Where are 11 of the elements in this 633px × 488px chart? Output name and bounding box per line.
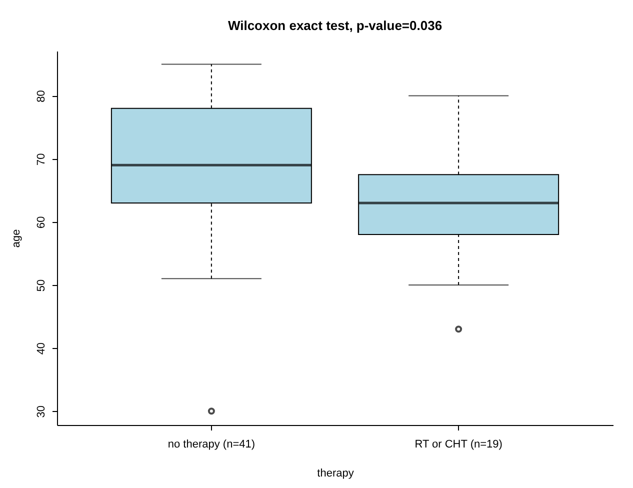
x-axis-title: therapy (317, 468, 354, 480)
y-tick-label: 80 (36, 90, 48, 102)
y-tick-label: 60 (36, 216, 48, 229)
y-tick-label: 70 (36, 153, 48, 166)
chart-title: Wilcoxon exact test, p-value=0.036 (228, 18, 442, 33)
y-axis-title: age (10, 229, 22, 248)
y-tick-label: 50 (36, 279, 48, 292)
x-tick-label: RT or CHT (n=19) (414, 438, 502, 450)
y-tick-label: 40 (36, 342, 48, 355)
y-tick-label: 30 (36, 406, 48, 418)
x-tick-label: no therapy (n=41) (168, 438, 256, 450)
